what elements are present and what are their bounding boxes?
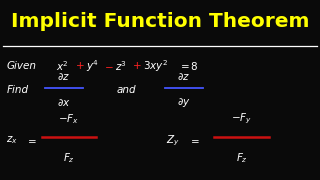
Text: $= 8$: $= 8$ — [178, 60, 199, 72]
Text: $F_z$: $F_z$ — [63, 152, 75, 165]
Text: $\partial z$: $\partial z$ — [178, 71, 190, 82]
Text: $\partial z$: $\partial z$ — [58, 71, 70, 82]
Text: $-F_y$: $-F_y$ — [231, 112, 252, 126]
Text: $x^2$: $x^2$ — [56, 59, 69, 73]
Text: $=$: $=$ — [25, 135, 36, 145]
Text: $+$: $+$ — [132, 60, 141, 71]
Text: $-$: $-$ — [104, 61, 114, 71]
Text: $-F_x$: $-F_x$ — [58, 112, 79, 126]
Text: $\partial x$: $\partial x$ — [57, 97, 71, 108]
Text: $\partial y$: $\partial y$ — [177, 96, 191, 109]
Text: Implicit Function Theorem: Implicit Function Theorem — [11, 12, 309, 31]
Text: Given: Given — [6, 61, 36, 71]
Text: Find: Find — [6, 85, 28, 95]
Text: $z^3$: $z^3$ — [115, 59, 127, 73]
Text: and: and — [116, 85, 136, 95]
Text: $Z_y$: $Z_y$ — [166, 133, 180, 148]
Text: $+$: $+$ — [75, 60, 85, 71]
Text: $F_z$: $F_z$ — [236, 152, 248, 165]
Text: $y^4$: $y^4$ — [86, 58, 100, 74]
Text: $=$: $=$ — [188, 135, 199, 145]
Text: $3xy^2$: $3xy^2$ — [143, 58, 168, 74]
Text: $z_x$: $z_x$ — [6, 134, 18, 146]
